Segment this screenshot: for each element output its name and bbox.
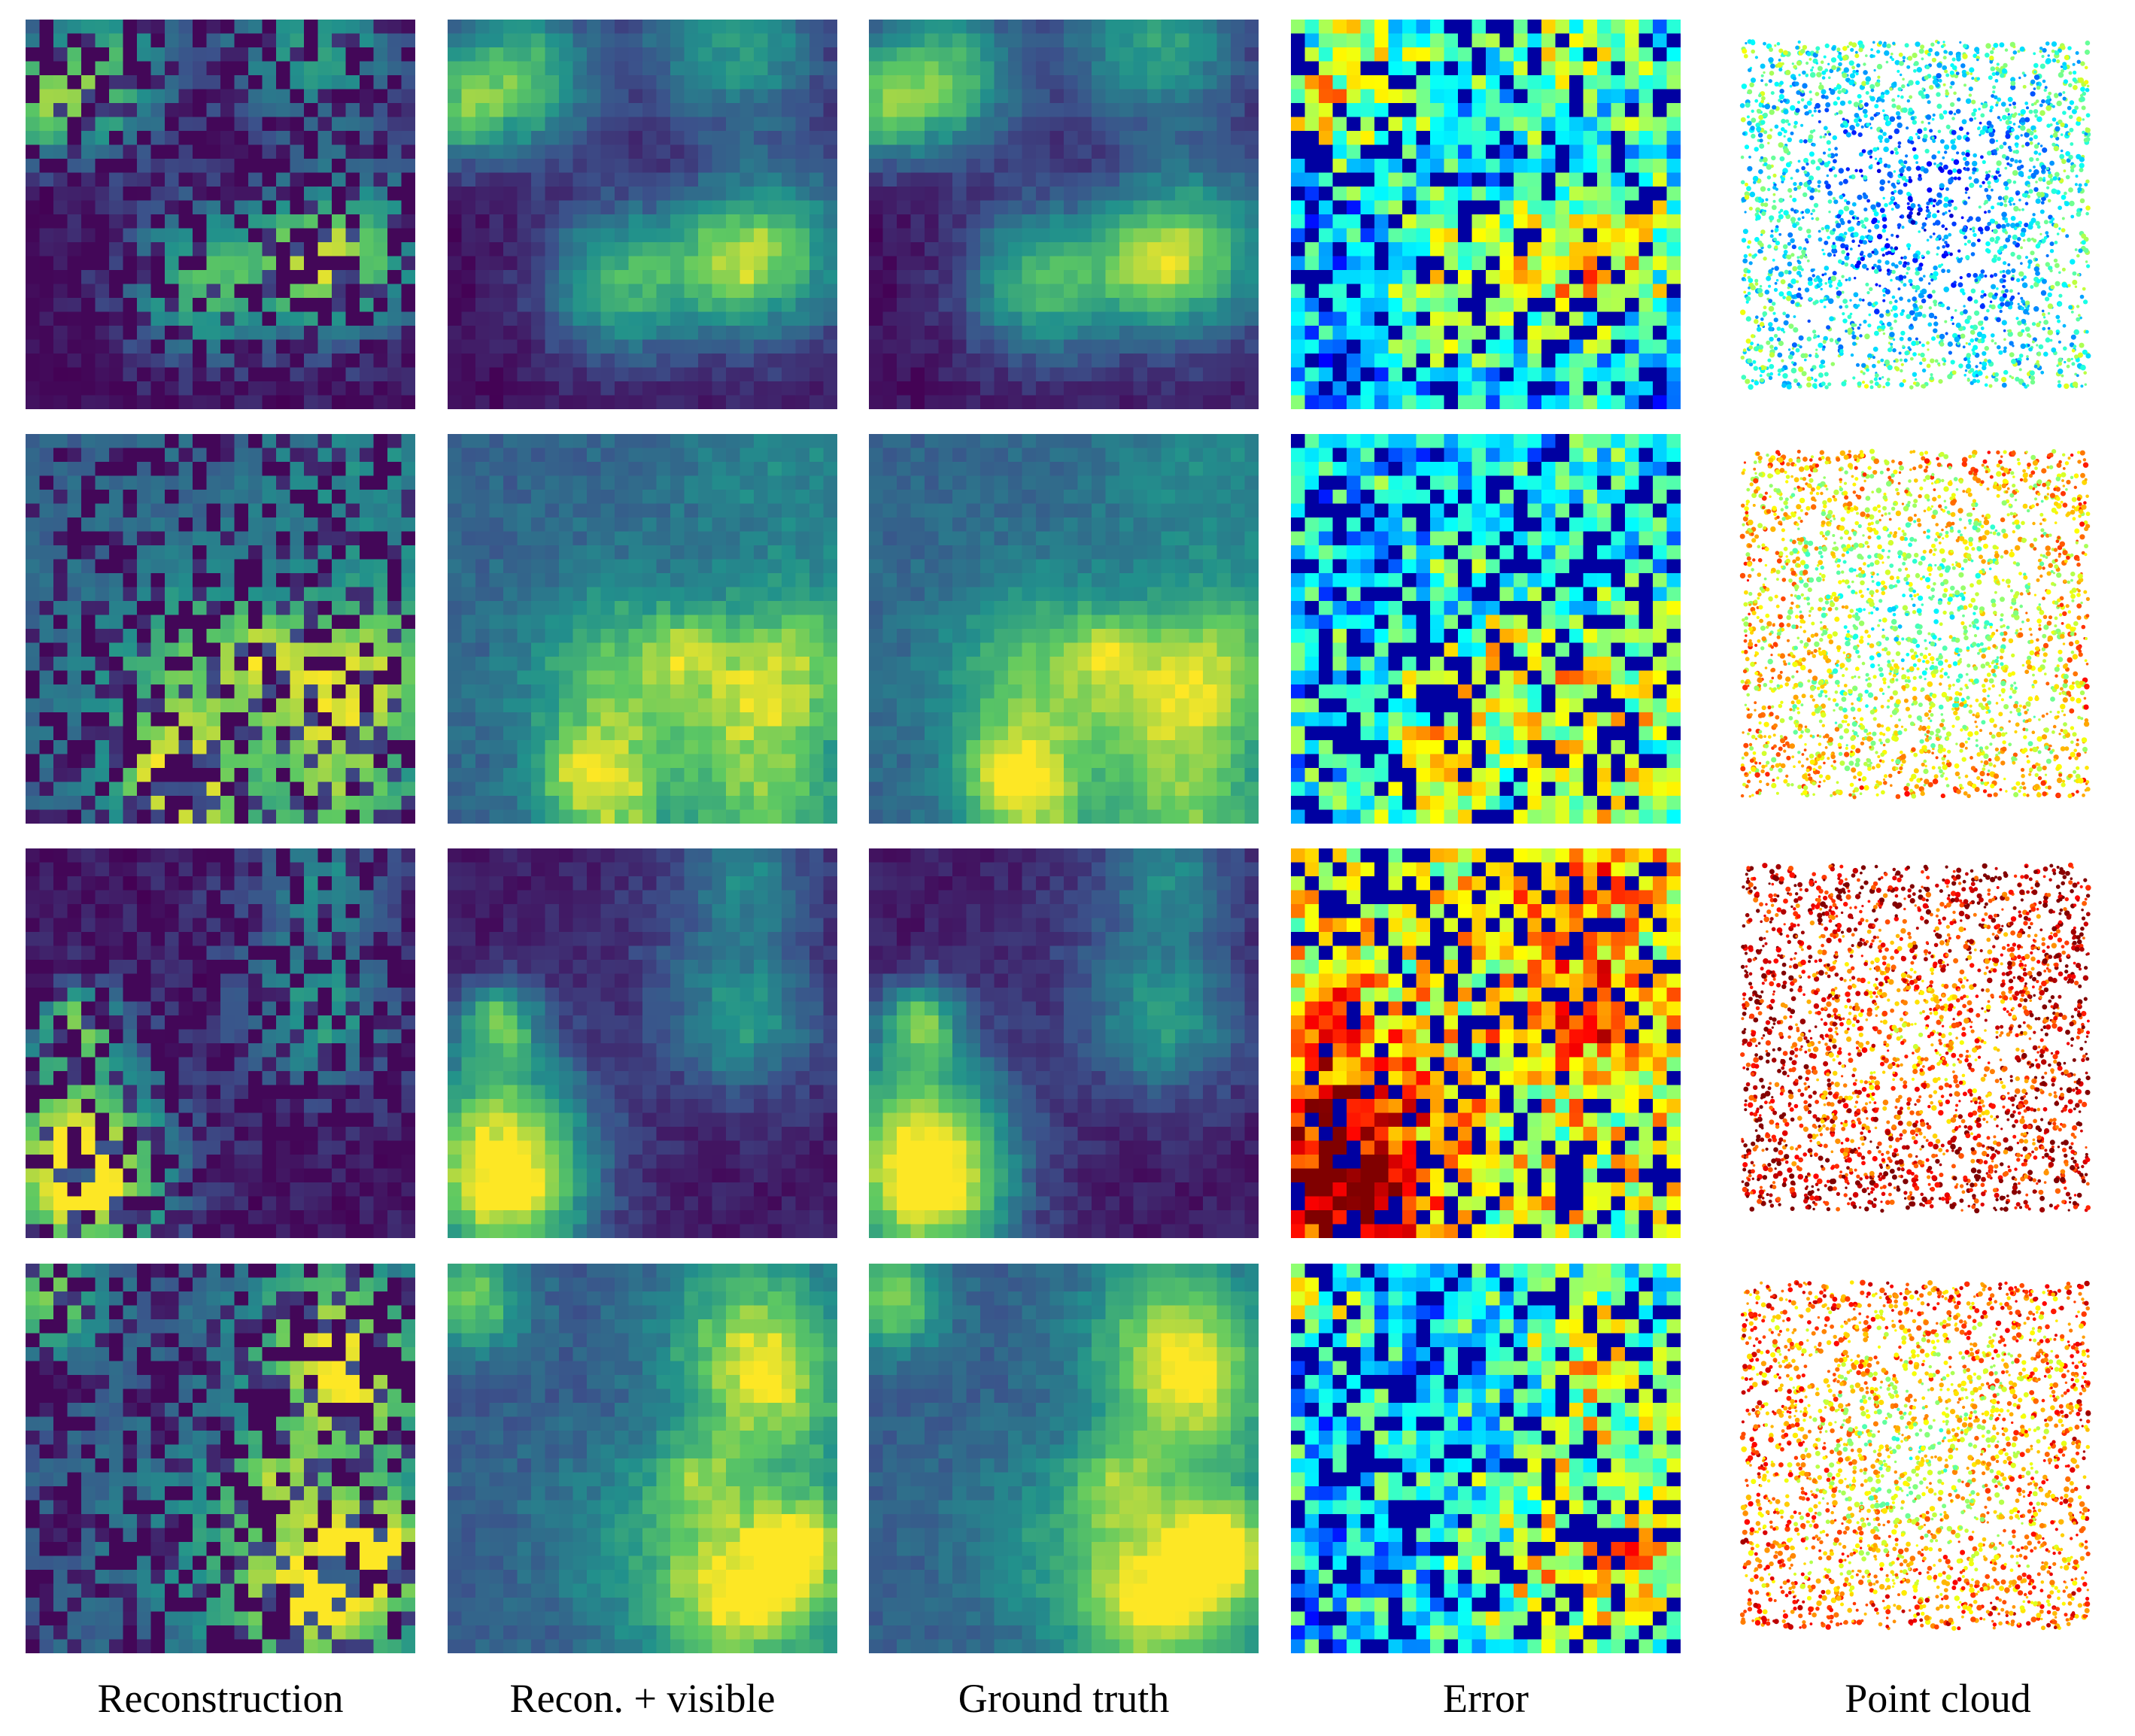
reconstruction-heatmap-row-3 <box>26 848 415 1238</box>
recon-visible-heatmap-row-3 <box>448 848 837 1238</box>
point-cloud-row-2 <box>1739 448 2091 800</box>
reconstruction-heatmap-row-4 <box>26 1264 415 1653</box>
recon-visible-heatmap-row-4 <box>448 1264 837 1653</box>
recon-visible-heatmap-row-2 <box>448 434 837 824</box>
caption-recon-visible: Recon. + visible <box>432 1676 853 1721</box>
recon-visible-heatmap-row-1 <box>448 20 837 409</box>
caption-point-cloud: Point cloud <box>1727 1676 2135 1721</box>
reconstruction-heatmap-row-2 <box>26 434 415 824</box>
error-heatmap-row-4 <box>1291 1264 1681 1653</box>
point-cloud-row-1 <box>1739 39 2091 390</box>
error-heatmap-row-3 <box>1291 848 1681 1238</box>
ground-truth-heatmap-row-4 <box>869 1264 1259 1653</box>
ground-truth-heatmap-row-2 <box>869 434 1259 824</box>
error-heatmap-row-2 <box>1291 434 1681 824</box>
ground-truth-heatmap-row-3 <box>869 848 1259 1238</box>
caption-error: Error <box>1275 1676 1696 1721</box>
reconstruction-heatmap-row-1 <box>26 20 415 409</box>
point-cloud-row-3 <box>1740 862 2091 1214</box>
ground-truth-heatmap-row-1 <box>869 20 1259 409</box>
caption-ground-truth: Ground truth <box>853 1676 1274 1721</box>
caption-reconstruction: Reconstruction <box>10 1676 431 1721</box>
error-heatmap-row-1 <box>1291 20 1681 409</box>
point-cloud-row-4 <box>1739 1279 2091 1631</box>
